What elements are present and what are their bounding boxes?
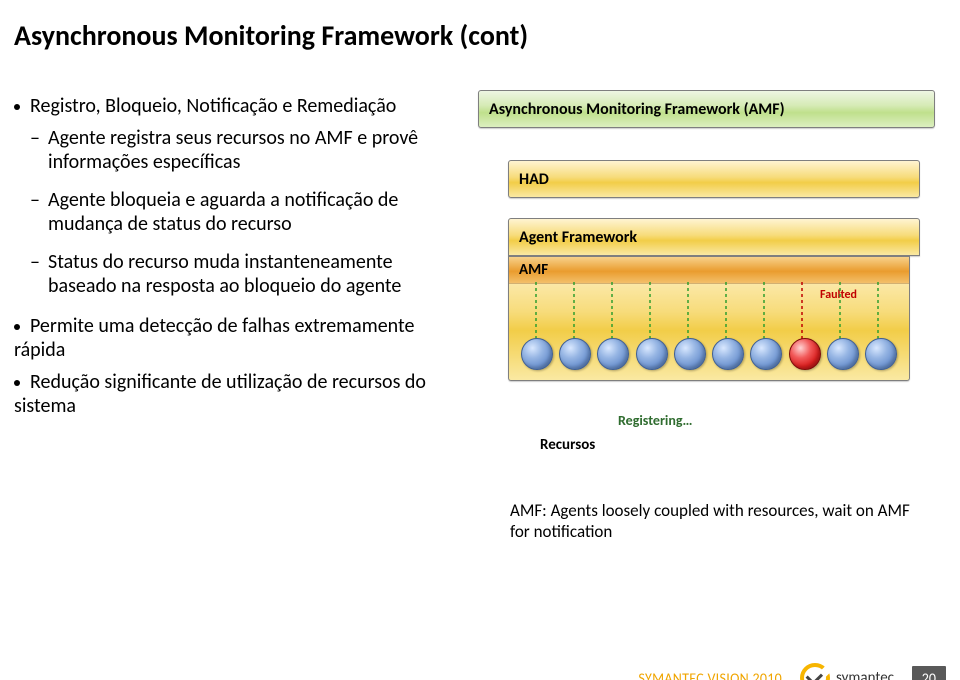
resource-node [865, 338, 897, 370]
resource-node [674, 338, 706, 370]
bullet-dot-icon [14, 380, 20, 386]
bullet-text: Redução significante de utilização de re… [14, 370, 426, 418]
resource-node [712, 338, 744, 370]
check-icon [806, 666, 826, 680]
resource-node [827, 338, 859, 370]
diagram-caption: AMF: Agents loosely coupled with resourc… [510, 500, 930, 542]
resource-node [521, 338, 553, 370]
resource-node [559, 338, 591, 370]
sub-text: Agente bloqueia e aguarda a notificação … [48, 188, 398, 236]
resource-node [750, 338, 782, 370]
dash-icon: – [30, 126, 42, 150]
left-column: Registro, Bloqueio, Notificação e Remedi… [14, 88, 454, 426]
bullet-reduction: Redução significante de utilização de re… [14, 370, 454, 418]
page-number: 20 [912, 666, 946, 680]
amf-header-bar: Asynchronous Monitoring Framework (AMF) [478, 90, 935, 128]
amf-strip: AMF [509, 256, 909, 284]
resource-node [597, 338, 629, 370]
connector-lines [509, 282, 909, 342]
footer-event: SYMANTEC VISION 2010 [638, 670, 782, 680]
dash-icon: – [30, 188, 42, 212]
slide-title: Asynchronous Monitoring Framework (cont) [14, 18, 960, 53]
bullet-dot-icon [14, 104, 20, 110]
diagram-column: Asynchronous Monitoring Framework (AMF) … [478, 90, 948, 381]
logo-ring-icon [800, 663, 830, 680]
bullet-registro: Registro, Bloqueio, Notificação e Remedi… [14, 94, 454, 118]
sub-status-change: –Status do recurso muda instanteneamente… [48, 250, 454, 298]
bullet-dot-icon [14, 324, 20, 330]
sub-text: Status do recurso muda instanteneamente … [48, 250, 401, 298]
recursos-label: Recursos [540, 436, 595, 454]
had-bar: HAD [508, 160, 920, 198]
dash-icon: – [30, 250, 42, 274]
bullet-text: Registro, Bloqueio, Notificação e Remedi… [30, 94, 396, 118]
symantec-logo: symantec. [800, 663, 898, 680]
logo-text: symantec. [836, 669, 898, 680]
slide-root: Asynchronous Monitoring Framework (cont)… [0, 18, 960, 680]
sub-text: Agente registra seus recursos no AMF e p… [48, 126, 418, 174]
bullet-text: Permite uma detecção de falhas extremame… [14, 314, 414, 362]
sub-agent-register: –Agente registra seus recursos no AMF e … [48, 126, 454, 174]
resource-nodes [521, 338, 897, 370]
bullet-fast-detect: Permite uma detecção de falhas extremame… [14, 314, 454, 362]
sub-agent-block: –Agente bloqueia e aguarda a notificação… [48, 188, 454, 236]
agent-framework-bar: Agent Framework [508, 218, 920, 256]
registering-label: Registering… [618, 412, 692, 429]
resource-node-faulted [789, 338, 821, 370]
footer: SYMANTEC VISION 2010 symantec. 20 [0, 658, 960, 680]
amf-box: AMF Faulted [508, 256, 910, 381]
resource-node [636, 338, 668, 370]
